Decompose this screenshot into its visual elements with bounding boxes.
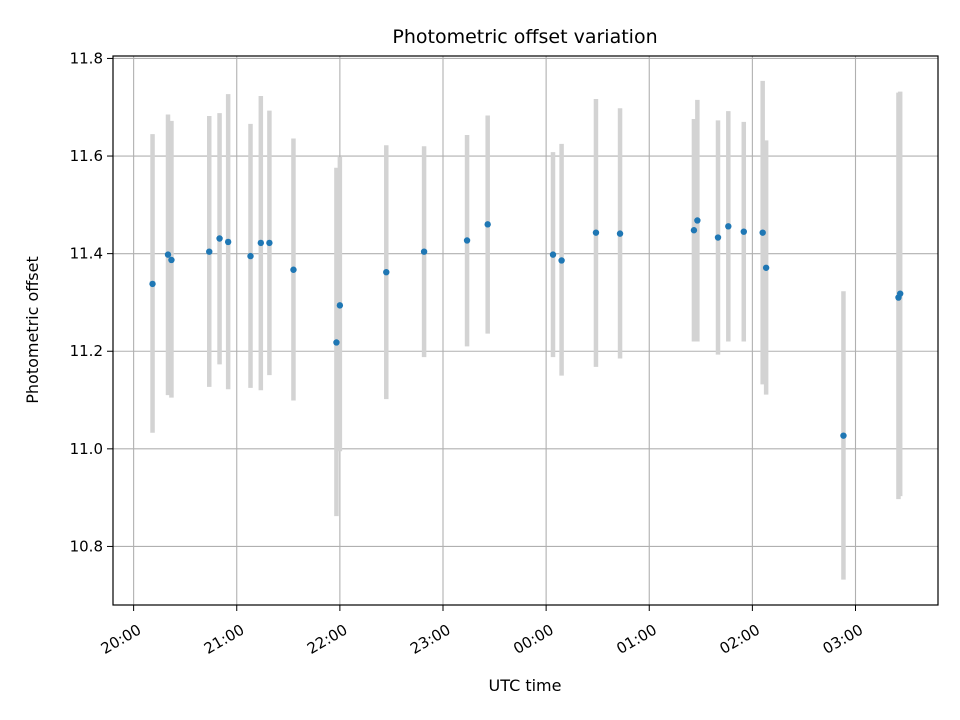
- y-axis-title: Photometric offset: [23, 256, 42, 404]
- y-tick-label: 11.2: [70, 342, 103, 360]
- data-point: [740, 228, 747, 235]
- y-tick-label: 11.6: [70, 147, 103, 165]
- data-point: [266, 239, 273, 247]
- data-point: [690, 227, 698, 234]
- data-point: [257, 239, 265, 247]
- x-axis-title: UTC time: [489, 676, 562, 695]
- plot-frame: [112, 55, 939, 606]
- data-point: [896, 290, 904, 297]
- data-point: [549, 251, 557, 258]
- y-tick-label: 10.8: [70, 537, 103, 555]
- data-point: [164, 251, 172, 258]
- y-axis: 10.8 11.0 11.2 11.4 11.6 11.8: [70, 49, 113, 555]
- data-point: [725, 223, 732, 230]
- data-point: [840, 432, 847, 439]
- data-point: [149, 280, 156, 288]
- data-point: [168, 256, 175, 264]
- data-point: [336, 302, 344, 309]
- data-point: [759, 229, 766, 236]
- y-tick-label: 11.4: [70, 245, 103, 263]
- data-point: [616, 230, 624, 237]
- data-point: [247, 252, 254, 260]
- data-point: [206, 248, 213, 255]
- data-point: [224, 238, 232, 246]
- data-point: [558, 257, 565, 264]
- y-tick-label: 11.0: [70, 440, 103, 458]
- data-point: [484, 221, 491, 228]
- data-point: [383, 268, 390, 276]
- data-point: [333, 339, 340, 346]
- data-point: [714, 234, 722, 241]
- data-point: [420, 248, 428, 255]
- data-point: [762, 264, 770, 271]
- chart-title: Photometric offset variation: [392, 26, 657, 48]
- data-points: [149, 217, 904, 439]
- data-point: [290, 266, 297, 273]
- data-point: [694, 217, 701, 224]
- data-point: [592, 229, 600, 236]
- data-point: [216, 235, 223, 242]
- data-point: [463, 237, 471, 244]
- y-tick-label: 11.8: [70, 49, 103, 67]
